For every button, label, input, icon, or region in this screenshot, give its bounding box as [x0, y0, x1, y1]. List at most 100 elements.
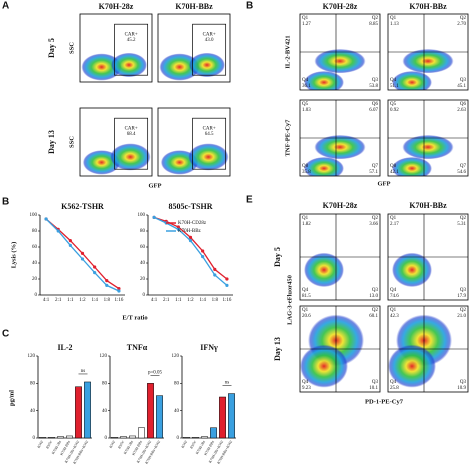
bar: [219, 396, 226, 439]
bar: [192, 437, 199, 439]
quadrant-name: Q2: [372, 308, 379, 313]
density-blob: [304, 252, 344, 288]
bar: [138, 427, 145, 439]
bar: [228, 393, 235, 439]
quadrant-value: 42.1: [390, 170, 399, 175]
axis-label: PD-1-PE-Cy7: [365, 398, 404, 405]
density-blob: [392, 252, 432, 288]
point: [176, 227, 180, 231]
axis-label: TNF-PE-Cy7: [284, 119, 291, 157]
x-tick-label: K70H-28z: [123, 440, 134, 455]
gate-value: 43.0: [205, 38, 214, 43]
chart-title: TNFα: [127, 343, 148, 352]
x-tick-label: K70H-BBz: [59, 440, 71, 457]
quadrant-name: Q7: [460, 164, 467, 169]
quadrant-name: Q5: [302, 102, 309, 107]
quadrant-value: 54.6: [457, 170, 466, 175]
quadrant-name: Q1: [390, 216, 397, 221]
density-blob: [110, 143, 151, 171]
quadrant-value: 1.13: [390, 22, 399, 27]
plot-frame: [79, 13, 153, 83]
point: [225, 283, 229, 287]
point: [93, 265, 97, 269]
y-tick-label: 80: [174, 381, 180, 386]
axis-label: SSC: [68, 136, 75, 148]
quadrant-value: 3.66: [369, 222, 378, 227]
y-tick-label: 100: [138, 213, 146, 218]
column-header: K70H-28z: [99, 2, 134, 11]
quadrant-value: 2.70: [457, 22, 466, 27]
bar: [39, 437, 46, 439]
quadrant-name: Q3: [372, 78, 379, 83]
y-tick-label: 20: [32, 277, 38, 282]
point: [80, 251, 85, 255]
quadrant-name: Q1: [302, 216, 309, 221]
bar: [183, 437, 190, 439]
panel-label: B: [2, 197, 9, 208]
quadrant-value: 45.1: [457, 84, 466, 89]
x-tick-label: K70H-28z: [195, 440, 206, 455]
density-blob: [314, 134, 366, 160]
bar: [111, 437, 118, 439]
x-tick-label: K70H-28z: [51, 440, 62, 455]
point: [44, 217, 48, 221]
gate-label: CAR+: [203, 127, 216, 132]
quadrant-value: 6.07: [369, 108, 378, 113]
column-header: K70H-28z: [323, 201, 358, 210]
bar: [48, 437, 55, 439]
point: [105, 279, 109, 283]
quadrant-value: 0.92: [390, 108, 399, 113]
panel-label: E: [246, 195, 253, 206]
y-tick-label: 80: [30, 381, 36, 386]
axis-label: SSC: [68, 42, 75, 54]
point: [93, 271, 97, 275]
density-blob: [402, 48, 454, 74]
y-tick-label: 120: [172, 354, 180, 359]
chart-title: 8505c-TSHR: [169, 202, 213, 211]
bar: [75, 386, 82, 439]
bar: [156, 395, 163, 439]
y-tick-label: 0: [35, 293, 38, 298]
axis-label: Lysis (%): [10, 242, 17, 269]
quadrant-value: 1.82: [302, 222, 311, 227]
y-tick-label: 40: [30, 409, 36, 414]
quadrant-name: Q8: [302, 164, 309, 169]
quadrant-value: 21.0: [457, 314, 466, 319]
quadrant-name: Q4: [302, 78, 309, 83]
quadrant-name: Q2: [460, 16, 467, 21]
quadrant-name: Q3: [372, 380, 379, 385]
quadrant-name: Q4: [390, 288, 397, 293]
quadrant-value: 17.9: [457, 294, 466, 299]
quadrant-name: Q1: [302, 308, 309, 313]
density-blob: [392, 71, 432, 90]
quadrant-name: Q6: [460, 102, 467, 107]
quadrant-value: 42.3: [390, 314, 399, 319]
quadrant-name: Q2: [372, 16, 379, 21]
y-tick-label: 0: [105, 436, 108, 441]
gate-label: CAR+: [203, 33, 216, 38]
chart-title: IL-2: [57, 343, 72, 352]
bar: [66, 435, 73, 439]
x-tick-label: 4:1: [151, 298, 158, 303]
bar: [84, 381, 91, 439]
quadrant-value: 5.31: [457, 222, 466, 227]
quadrant-name: Q3: [460, 78, 467, 83]
bar: [147, 383, 154, 439]
x-tick-label: 1:2: [79, 298, 86, 303]
y-tick-label: 80: [102, 381, 108, 386]
density-blob: [110, 52, 147, 78]
y-tick-label: 40: [32, 261, 38, 266]
x-tick-label: K562: [37, 440, 45, 449]
point: [225, 277, 229, 281]
y-tick-label: 0: [177, 436, 180, 441]
x-tick-label: 1:1: [67, 298, 74, 303]
quadrant-name: Q2: [460, 216, 467, 221]
point: [152, 215, 156, 219]
annotation: ns: [225, 381, 230, 386]
quadrant-name: Q5: [390, 102, 397, 107]
point: [188, 235, 193, 239]
quadrant-name: Q3: [372, 288, 379, 293]
x-tick-label: 1:4: [91, 298, 98, 303]
y-tick-label: 80: [32, 229, 38, 234]
